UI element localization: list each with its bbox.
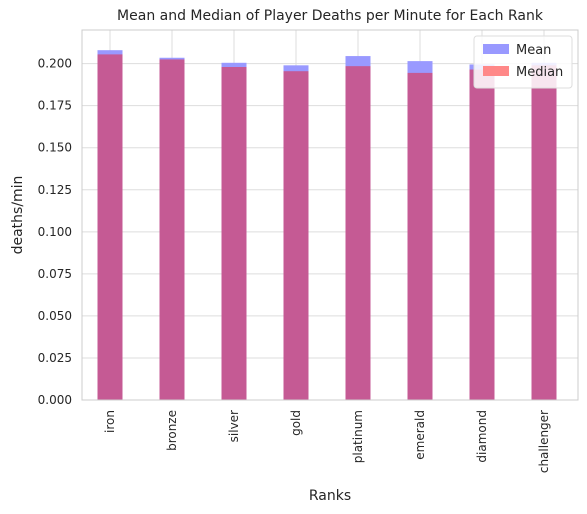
bar-overlap-top-emerald <box>407 72 433 401</box>
y-tick-label: 0.175 <box>38 99 72 113</box>
legend-label-mean: Mean <box>516 43 551 58</box>
x-axis-label: Ranks <box>309 488 351 504</box>
bar-overlap-top-iron <box>97 54 123 401</box>
y-tick-label: 0.000 <box>38 393 72 407</box>
bar-overlap-top-diamond <box>469 69 495 400</box>
y-axis-label: deaths/min <box>10 176 26 255</box>
x-tick-label-gold: gold <box>289 410 303 436</box>
x-tick-label-iron: iron <box>103 410 117 433</box>
bar-overlap-top-bronze <box>159 59 185 400</box>
legend-swatch-median <box>483 66 509 76</box>
x-tick-label-bronze: bronze <box>165 410 179 451</box>
x-tick-labels: iron bronze silver gold platinum emerald diamo… <box>103 410 551 473</box>
y-tick-label: 0.150 <box>38 141 72 155</box>
legend-swatch-mean <box>483 44 509 54</box>
x-tick-label-diamond: diamond <box>475 410 489 463</box>
y-tick-label: 0.050 <box>38 309 72 323</box>
y-tick-label: 0.125 <box>38 183 72 197</box>
bar-overlap-top-platinum <box>345 66 371 400</box>
chart-title: Mean and Median of Player Deaths per Min… <box>117 8 544 24</box>
y-tick-label: 0.025 <box>38 351 72 365</box>
bar-overlap-top-challenger <box>531 65 557 401</box>
y-tick-label: 0.200 <box>38 57 72 71</box>
bar-overlap-top-silver <box>221 67 247 400</box>
x-tick-label-platinum: platinum <box>351 410 365 463</box>
x-tick-label-silver: silver <box>227 410 241 442</box>
plot-frame <box>81 29 579 401</box>
y-tick-labels: 0.000 0.025 0.050 0.075 0.100 0.125 0.150 0.175… <box>38 57 72 407</box>
y-tick-label: 0.100 <box>38 225 72 239</box>
bars <box>97 50 557 401</box>
x-tick-label-challenger: challenger <box>537 410 551 473</box>
legend-label-median: Median <box>516 65 563 80</box>
bar-overlap-top-gold <box>283 71 309 401</box>
x-tick-label-emerald: emerald <box>413 410 427 460</box>
legend: Mean Median <box>473 35 573 89</box>
y-tick-label: 0.075 <box>38 267 72 281</box>
